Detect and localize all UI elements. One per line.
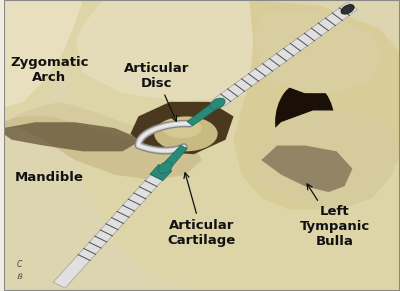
Polygon shape [4, 0, 400, 291]
Polygon shape [261, 146, 352, 192]
Polygon shape [4, 102, 202, 180]
Text: Mandible: Mandible [15, 171, 84, 184]
Polygon shape [130, 102, 234, 154]
Ellipse shape [154, 116, 218, 151]
Polygon shape [4, 122, 142, 151]
Text: Articular
Disc: Articular Disc [124, 62, 189, 121]
Text: Zygomatic
Arch: Zygomatic Arch [10, 56, 88, 84]
Polygon shape [234, 0, 400, 210]
Ellipse shape [275, 81, 334, 163]
Polygon shape [4, 0, 83, 108]
Ellipse shape [158, 162, 172, 174]
Polygon shape [150, 164, 172, 180]
Polygon shape [75, 0, 392, 102]
Ellipse shape [162, 118, 202, 138]
Polygon shape [162, 145, 187, 168]
Polygon shape [214, 2, 358, 106]
Text: C
$\mathcal{B}$: C $\mathcal{B}$ [16, 260, 23, 281]
Polygon shape [4, 99, 182, 146]
Polygon shape [187, 101, 221, 126]
Polygon shape [4, 0, 91, 116]
Polygon shape [253, 9, 384, 93]
Polygon shape [253, 9, 384, 93]
Polygon shape [53, 169, 168, 288]
Ellipse shape [210, 98, 225, 109]
Polygon shape [249, 111, 400, 210]
Ellipse shape [341, 5, 354, 14]
Polygon shape [249, 111, 400, 210]
Text: Left
Tympanic
Bulla: Left Tympanic Bulla [300, 184, 370, 249]
Polygon shape [67, 0, 400, 291]
Text: Articular
Cartilage: Articular Cartilage [168, 173, 236, 247]
